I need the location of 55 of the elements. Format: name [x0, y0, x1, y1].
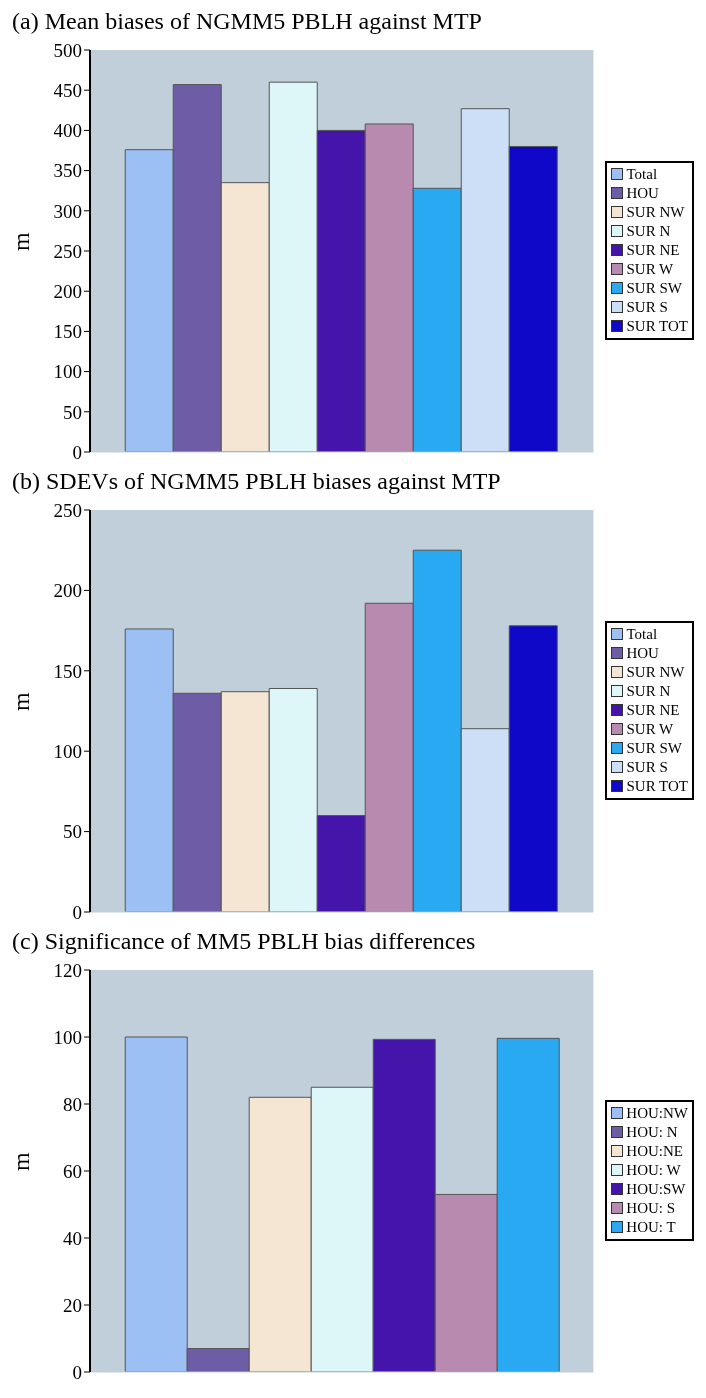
y-tick-label: 450: [53, 79, 82, 101]
legend-label: HOU:NE: [626, 1141, 684, 1161]
y-tick-label: 80: [63, 1093, 82, 1115]
y-axis-title: m: [7, 1152, 34, 1171]
y-tick-label: 120: [53, 959, 82, 981]
chart-title: (a) Mean biases of NGMM5 PBLH against MTP: [11, 8, 483, 36]
legend-label: SUR S: [626, 297, 668, 317]
y-tick-label: 100: [53, 1026, 82, 1048]
y-tick-label: 250: [53, 240, 82, 262]
y-tick-label: 60: [63, 1160, 82, 1182]
y-tick-label: 20: [63, 1294, 82, 1316]
y-tick-label: 50: [63, 821, 82, 843]
y-tick-label: 50: [63, 401, 82, 423]
y-tick-label: 100: [53, 740, 82, 762]
legend-label: HOU: [626, 183, 659, 203]
legend-label: SUR S: [626, 757, 668, 777]
y-tick-label: 200: [53, 580, 82, 602]
y-axis-title: m: [7, 232, 34, 251]
legend-label: SUR W: [626, 259, 674, 279]
y-tick-label: 150: [53, 321, 82, 343]
y-tick-label: 40: [63, 1227, 82, 1249]
legend-label: SUR NE: [626, 700, 680, 720]
y-tick-label: 0: [72, 441, 82, 463]
legend-label: Total: [626, 164, 658, 184]
legend-label: SUR TOT: [626, 776, 688, 796]
y-tick-label: 300: [53, 200, 82, 222]
legend-label: Total: [626, 624, 658, 644]
legend-label: SUR NW: [626, 202, 685, 222]
chart-title: (c) Significance of MM5 PBLH bias differences: [11, 928, 477, 956]
legend-label: HOU: [626, 643, 659, 663]
legend-label: SUR SW: [626, 738, 682, 758]
y-tick-label: 250: [53, 499, 82, 521]
y-tick-label: 0: [72, 901, 82, 923]
legend-label: HOU:SW: [626, 1179, 686, 1199]
legend-label: SUR NW: [626, 662, 685, 682]
y-tick-label: 150: [53, 660, 82, 682]
legend-label: SUR N: [626, 681, 671, 701]
legend-label: HOU: N: [626, 1122, 678, 1142]
legend-label: SUR N: [626, 221, 671, 241]
legend-label: SUR TOT: [626, 316, 688, 336]
legend-label: HOU:NW: [626, 1103, 688, 1123]
y-tick-label: 100: [53, 361, 82, 383]
legend-label: SUR SW: [626, 278, 682, 298]
legend-label: SUR NE: [626, 240, 680, 260]
y-tick-label: 200: [53, 280, 82, 302]
legend-label: HOU: S: [626, 1198, 676, 1218]
y-tick-label: 350: [53, 160, 82, 182]
y-tick-label: 400: [53, 120, 82, 142]
legend-label: HOU: T: [626, 1217, 676, 1237]
chart-title: (b) SDEVs of NGMM5 PBLH biases against MTP: [11, 468, 502, 496]
y-tick-label: 0: [72, 1361, 82, 1383]
y-axis-title: m: [7, 692, 34, 711]
legend-label: HOU: W: [626, 1160, 681, 1180]
y-tick-label: 500: [53, 39, 82, 61]
legend-label: SUR W: [626, 719, 674, 739]
